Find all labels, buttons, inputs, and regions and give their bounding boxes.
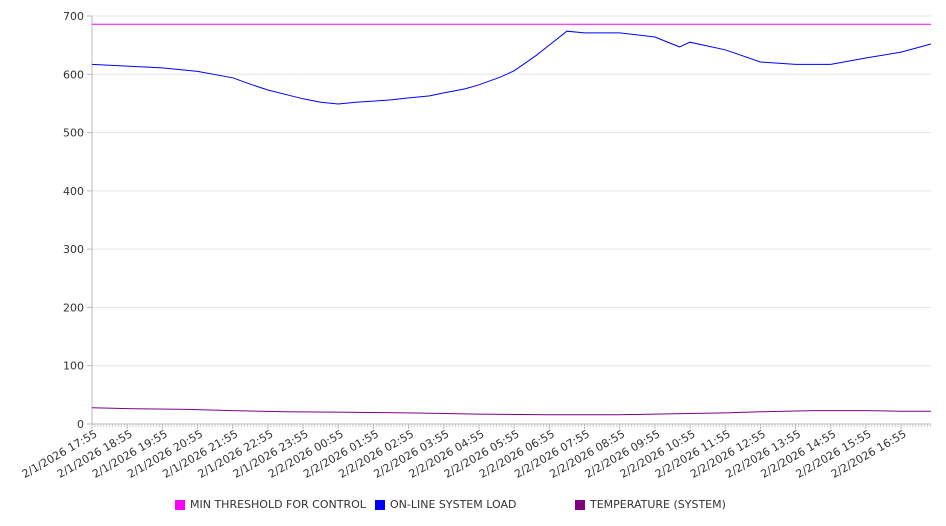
y-tick-label: 300	[63, 243, 84, 256]
legend: MIN THRESHOLD FOR CONTROL ON-LINE SYSTEM…	[0, 498, 946, 514]
legend-label: MIN THRESHOLD FOR CONTROL	[190, 498, 366, 511]
y-tick-label: 100	[63, 360, 84, 373]
legend-swatch	[575, 499, 585, 510]
series-line-2	[91, 407, 931, 416]
legend-label: ON-LINE SYSTEM LOAD	[390, 498, 517, 511]
y-tick-label: 0	[77, 418, 84, 431]
legend-label: TEMPERATURE (SYSTEM)	[590, 498, 726, 511]
y-tick-label: 500	[63, 127, 84, 140]
legend-item-threshold[interactable]: MIN THRESHOLD FOR CONTROL	[175, 498, 366, 511]
legend-swatch	[375, 499, 385, 510]
legend-item-load[interactable]: ON-LINE SYSTEM LOAD	[375, 498, 516, 511]
legend-item-temperature[interactable]: TEMPERATURE (SYSTEM)	[575, 498, 726, 511]
y-tick-label: 400	[63, 185, 84, 198]
y-tick-label: 600	[63, 68, 84, 81]
series-line-1	[91, 30, 932, 105]
y-tick-label: 700	[63, 10, 84, 23]
legend-swatch	[175, 499, 185, 510]
y-tick-label: 200	[63, 301, 84, 314]
